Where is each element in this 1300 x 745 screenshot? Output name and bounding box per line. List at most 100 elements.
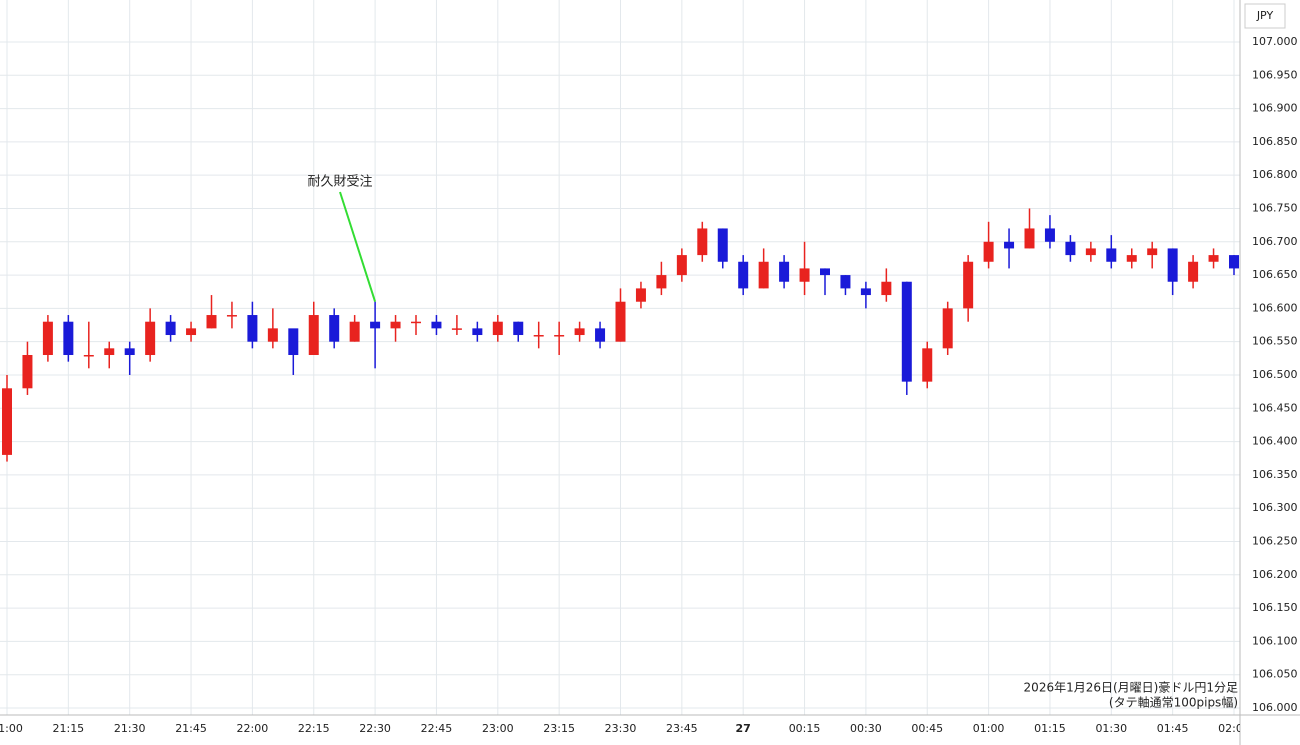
candle-body [595, 328, 606, 342]
y-tick-label: 106.250 [1252, 534, 1298, 547]
candle-body [1167, 248, 1178, 282]
x-tick-label: 23:30 [605, 722, 637, 735]
candle-body [247, 315, 258, 342]
candle-body [1044, 228, 1055, 242]
candle-body [431, 321, 442, 329]
candle-body [922, 348, 933, 382]
candle-body [963, 261, 974, 309]
candle-body [165, 321, 176, 336]
y-tick-label: 106.350 [1252, 468, 1298, 481]
candle-body [145, 321, 156, 356]
candle-body [717, 228, 728, 262]
x-tick-label: 21:00 [0, 722, 23, 735]
candle-body [697, 228, 708, 256]
x-tick-label: 23:15 [543, 722, 575, 735]
x-tick-label: 22:15 [298, 722, 330, 735]
x-tick-label: 00:45 [911, 722, 943, 735]
x-tick-label: 00:15 [789, 722, 821, 735]
candle-body [860, 288, 871, 296]
candle-body [1085, 248, 1096, 256]
candle-body [83, 355, 94, 357]
x-tick-label: 23:00 [482, 722, 514, 735]
x-tick-label: 21:45 [175, 722, 207, 735]
annotation-line [339, 191, 377, 303]
x-tick-label: 00:30 [850, 722, 882, 735]
candle-body [390, 321, 401, 329]
candle-body [124, 348, 135, 356]
y-tick-label: 106.600 [1252, 301, 1298, 314]
candle-body [1126, 255, 1137, 262]
y-tick-label: 106.500 [1252, 368, 1298, 381]
candle-body [1208, 255, 1219, 262]
y-tick-label: 106.800 [1252, 168, 1298, 181]
y-tick-label: 106.550 [1252, 335, 1298, 348]
y-tick-label: 106.000 [1252, 701, 1298, 714]
candle-body [799, 268, 810, 282]
candle-body [881, 281, 892, 296]
y-tick-label: 106.750 [1252, 201, 1298, 214]
candle-body [451, 328, 462, 330]
candle-body [676, 255, 687, 276]
candle-body [635, 288, 646, 302]
candle-body [554, 335, 565, 337]
y-axis: 106.000 106.050 106.100 106.150 106.200 106.2… [1252, 35, 1298, 714]
candle-body [349, 321, 360, 342]
candle-body [1188, 261, 1199, 282]
candle-body [1004, 241, 1015, 249]
candle-body [472, 328, 483, 336]
candle-body [942, 308, 953, 349]
x-tick-label: 22:45 [421, 722, 453, 735]
x-tick-label: 02:00 [1218, 722, 1250, 735]
candle-body [492, 321, 503, 336]
candle-body [656, 275, 667, 289]
candle-body [615, 301, 626, 342]
y-tick-label: 106.450 [1252, 401, 1298, 414]
candle-body [1065, 241, 1076, 256]
candle-body [411, 321, 421, 324]
candle-body [42, 321, 53, 356]
annotation-text: 耐久財受注 [307, 175, 372, 190]
axis-unit: JPY [1256, 9, 1274, 22]
candle-body [533, 335, 544, 337]
x-tick-label: 01:15 [1034, 722, 1066, 735]
y-tick-label: 106.850 [1252, 135, 1298, 148]
x-tick-label: 01:00 [973, 722, 1005, 735]
y-tick-label: 106.050 [1252, 668, 1298, 681]
candle-body [738, 261, 749, 289]
y-tick-label: 106.300 [1252, 501, 1298, 514]
x-tick-label: 21:30 [114, 722, 146, 735]
y-tick-label: 106.950 [1252, 68, 1298, 81]
candle-body [308, 315, 319, 356]
unit-box [1244, 3, 1286, 29]
candle-body [186, 328, 197, 336]
x-axis: 21:00 21:15 21:30 21:45 22:00 22:15 22:30 22:45… [0, 722, 1250, 735]
candle-body [983, 241, 994, 262]
y-tick-label: 106.150 [1252, 601, 1298, 614]
y-tick-label: 106.100 [1252, 634, 1298, 647]
x-tick-label: 22:00 [237, 722, 269, 735]
candle-body [370, 321, 381, 329]
candle-body [63, 321, 74, 356]
candle-body [1147, 248, 1158, 256]
x-tick-label: 23:45 [666, 722, 698, 735]
x-tick-label: 21:15 [52, 722, 84, 735]
candle-body [104, 348, 115, 356]
candle-body [1106, 248, 1117, 262]
candle-body [288, 328, 299, 356]
candle-body [779, 261, 790, 282]
candle-body [901, 281, 912, 382]
y-tick-label: 106.700 [1252, 235, 1298, 248]
candle-body [206, 315, 217, 329]
candle-body [22, 355, 33, 389]
candle-body [820, 268, 830, 276]
candle-body [574, 328, 585, 336]
y-tick-label: 106.400 [1252, 435, 1298, 448]
candle-body [226, 315, 237, 317]
candle-body [840, 275, 851, 289]
y-tick-label: 106.900 [1252, 102, 1298, 115]
x-tick-label: 22:30 [359, 722, 391, 735]
candle-body [513, 321, 524, 336]
y-tick-label: 106.650 [1252, 268, 1298, 281]
